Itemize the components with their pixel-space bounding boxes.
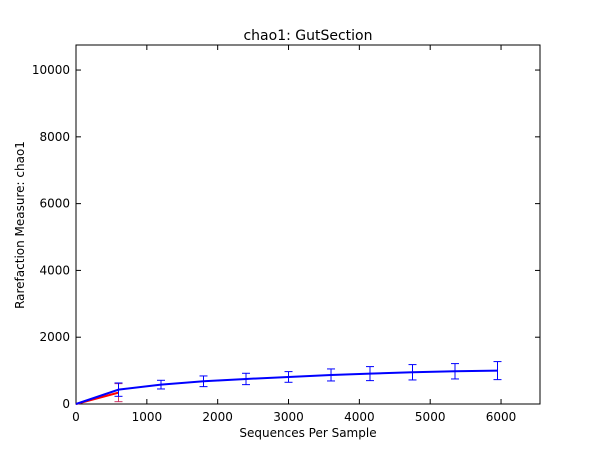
y-tick-label: 2000 bbox=[39, 330, 70, 344]
y-tick-label: 0 bbox=[62, 397, 70, 411]
y-tick-label: 8000 bbox=[39, 130, 70, 144]
series-line-1 bbox=[75, 369, 498, 405]
x-tick-label: 6000 bbox=[486, 410, 517, 424]
axis-ticks: 0 1000 2000 3000 4000 5000 6000 0 2000 4000 6000 80… bbox=[32, 45, 540, 424]
y-tick-label: 6000 bbox=[39, 197, 70, 211]
x-tick-label: 1000 bbox=[132, 410, 163, 424]
x-axis-title: Sequences Per Sample bbox=[239, 426, 376, 440]
y-tick-label: 10000 bbox=[32, 63, 70, 77]
y-axis-title: Rarefaction Measure: chao1 bbox=[13, 141, 27, 309]
plot-area bbox=[75, 44, 541, 405]
series-1 bbox=[75, 361, 502, 405]
y-tick-label: 4000 bbox=[39, 263, 70, 277]
x-tick-label: 2000 bbox=[202, 410, 233, 424]
x-tick-label: 0 bbox=[72, 410, 80, 424]
series-layer bbox=[75, 361, 502, 405]
x-tick-label: 5000 bbox=[415, 410, 446, 424]
chart-title: chao1: GutSection bbox=[243, 28, 372, 44]
x-tick-label: 3000 bbox=[273, 410, 304, 424]
x-tick-label: 4000 bbox=[344, 410, 375, 424]
